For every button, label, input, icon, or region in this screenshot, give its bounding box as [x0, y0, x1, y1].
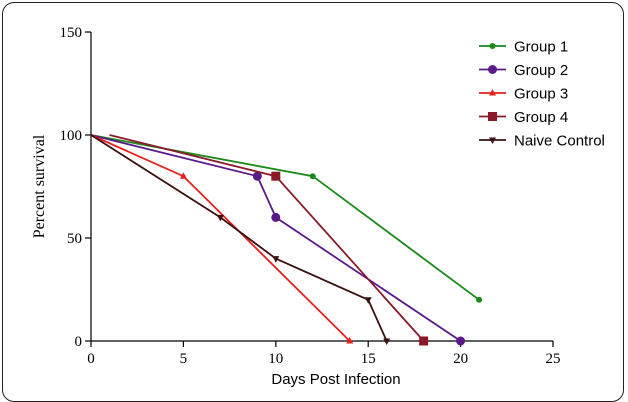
series-line-group-4: [109, 134, 425, 342]
legend-marker: [489, 89, 496, 96]
data-point-group-1: [309, 173, 316, 180]
data-point-group-4: [419, 336, 429, 346]
data-point-group-2: [271, 212, 281, 222]
data-point-group-3: [346, 337, 354, 344]
legend-label: Group 1: [514, 39, 568, 56]
series-naive-control: [90, 134, 391, 345]
legend-marker: [488, 65, 497, 74]
legend-label: Group 2: [514, 62, 568, 79]
x-tick-label: 20: [453, 351, 468, 367]
series-group-3: [90, 134, 354, 344]
series-layer: [90, 134, 483, 346]
y-tick-label: 50: [67, 231, 82, 247]
series-line-naive-control: [90, 134, 388, 342]
legend-item-group-2: Group 2: [479, 62, 568, 79]
data-point-group-2: [456, 336, 466, 346]
series-group-2: [90, 134, 466, 346]
series-line-group-3: [90, 134, 351, 342]
axes: [90, 32, 553, 342]
x-tick-label: 25: [546, 351, 561, 367]
x-tick-label: 15: [361, 351, 376, 367]
series-line-group-1: [90, 134, 480, 301]
data-point-group-2: [252, 171, 262, 181]
legend-marker: [488, 112, 497, 121]
legend-marker: [489, 43, 496, 49]
legend-label: Naive Control: [514, 133, 605, 150]
y-tick-label: 150: [60, 25, 83, 41]
data-point-group-1: [476, 296, 483, 303]
data-point-group-4: [271, 171, 281, 181]
legend-marker: [489, 137, 496, 144]
x-ticks: 0 5 10 15 20 25: [87, 341, 561, 367]
y-tick-label: 100: [60, 128, 83, 144]
y-ticks: 0 50 100 150: [60, 25, 91, 350]
data-point-group-3: [179, 172, 187, 179]
legend-label: Group 3: [514, 86, 568, 103]
data-point-naive-control: [364, 297, 372, 304]
x-tick-label: 10: [268, 351, 283, 367]
legend: Group 1 Group 2 Group 3 Group 4 Naive Contro…: [479, 39, 605, 150]
legend-item-naive-control: Naive Control: [479, 133, 605, 150]
x-axis-label: Days Post Infection: [271, 371, 400, 387]
x-tick-label: 0: [87, 351, 95, 367]
survival-chart: 0 50 100 150 0 5 10 15 20 25 Days Post Infection…: [31, 25, 605, 387]
data-point-naive-control: [272, 256, 280, 263]
y-tick-label: 0: [75, 334, 83, 350]
series-line-group-2: [90, 134, 462, 342]
legend-label: Group 4: [514, 109, 568, 126]
x-tick-label: 5: [180, 351, 188, 367]
legend-item-group-1: Group 1: [479, 39, 568, 56]
data-point-naive-control: [383, 338, 391, 345]
legend-item-group-3: Group 3: [479, 86, 568, 103]
legend-item-group-4: Group 4: [479, 109, 568, 126]
y-axis-label: Percent survival: [31, 134, 48, 238]
data-point-naive-control: [216, 214, 224, 222]
series-group-4: [109, 134, 429, 346]
